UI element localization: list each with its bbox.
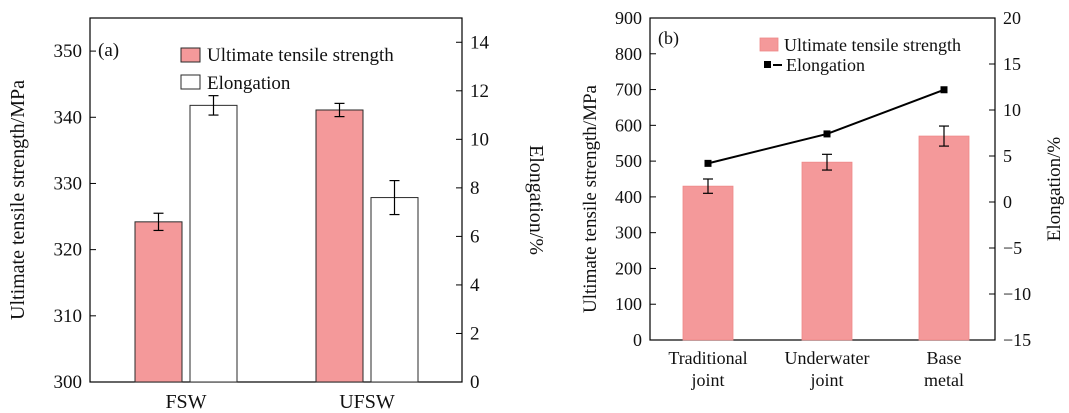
bar-ultimate-tensile-strength xyxy=(315,109,364,383)
right-tick-label: 0 xyxy=(470,372,480,393)
chart-panel-a: 300 310 320 330 340 350 0 2 4 6 8 10 12 14 FSW UFSW (a) U… xyxy=(7,17,547,413)
legend-swatch-elongation-marker xyxy=(764,61,771,68)
left-tick-label: 800 xyxy=(615,44,642,64)
right-tick-label: −15 xyxy=(1003,330,1031,350)
bar-ultimate-tensile-strength xyxy=(134,221,183,383)
bar-ultimate-tensile-strength xyxy=(801,161,853,341)
left-tick-label: 310 xyxy=(54,306,83,327)
x-tick-label-line1: Traditional xyxy=(668,348,747,368)
bar-elongation xyxy=(370,197,419,383)
left-tick-label: 330 xyxy=(54,173,83,194)
x-tick-label: FSW xyxy=(165,391,206,413)
right-tick-label: 6 xyxy=(470,226,480,247)
series-line-elongation xyxy=(707,88,945,165)
right-tick-label: 5 xyxy=(1003,146,1012,166)
panel-label: (b) xyxy=(658,28,679,49)
left-tick-label: 600 xyxy=(615,115,642,135)
left-tick-label: 340 xyxy=(54,107,83,128)
x-tick-label-line2: joint xyxy=(690,370,724,390)
legend-label-uts: Ultimate tensile strength xyxy=(784,35,961,55)
left-tick-label: 300 xyxy=(54,372,83,393)
plot-frame xyxy=(89,17,463,383)
left-tick-label: 300 xyxy=(615,223,642,243)
right-tick-label: 10 xyxy=(470,129,489,150)
right-tick-label: 14 xyxy=(470,32,490,53)
x-tick-label-line2: metal xyxy=(924,370,964,390)
right-tick-label: 4 xyxy=(470,275,480,296)
x-tick-label: UFSW xyxy=(339,391,395,413)
left-tick-label: 320 xyxy=(54,240,83,261)
bar-elongation xyxy=(189,104,238,383)
right-tick-label: −10 xyxy=(1003,284,1031,304)
chart-panel-b: 0 100 200 300 400 500 600 700 800 900 −15 −10 −5 0 5 10… xyxy=(580,8,1065,390)
left-tick-label: 400 xyxy=(615,187,642,207)
y-axis-title-right: Elongation/% xyxy=(525,145,547,255)
right-tick-label: 10 xyxy=(1003,100,1021,120)
x-tick-label-line2: joint xyxy=(809,370,843,390)
bar-ultimate-tensile-strength xyxy=(918,135,970,341)
left-tick-label: 900 xyxy=(615,8,642,28)
y-axis-title-right: Elongation/% xyxy=(1044,137,1065,242)
x-tick-label-line1: Underwater xyxy=(785,348,870,368)
left-tick-label: 100 xyxy=(615,294,642,314)
point-elongation xyxy=(704,159,712,167)
legend-label-elongation: Elongation xyxy=(786,55,865,75)
legend-label-elongation: Elongation xyxy=(207,73,291,94)
left-tick-label: 500 xyxy=(615,151,642,171)
right-tick-label: 8 xyxy=(470,178,480,199)
legend-swatch-uts xyxy=(759,37,779,52)
y-axis-title-left: Ultimate tensile strength/MPa xyxy=(580,84,601,313)
right-tick-label: 0 xyxy=(1003,192,1012,212)
point-elongation xyxy=(823,130,831,138)
legend-swatch-elongation xyxy=(180,74,201,90)
y-axis-title-left: Ultimate tensile strength/MPa xyxy=(7,80,29,320)
right-tick-label: 15 xyxy=(1003,54,1021,74)
x-tick-label-line1: Base xyxy=(927,348,962,368)
right-tick-label: 20 xyxy=(1003,8,1021,28)
panel-label: (a) xyxy=(98,40,119,61)
right-tick-label: 2 xyxy=(470,323,480,344)
legend-label-uts: Ultimate tensile strength xyxy=(207,45,394,66)
right-tick-label: −5 xyxy=(1003,238,1022,258)
left-tick-label: 350 xyxy=(54,41,83,62)
right-tick-label: 12 xyxy=(470,81,489,102)
bar-ultimate-tensile-strength xyxy=(682,185,734,341)
left-tick-label: 200 xyxy=(615,258,642,278)
legend-swatch-uts xyxy=(180,47,201,63)
left-tick-label: 0 xyxy=(633,330,642,350)
point-elongation xyxy=(940,86,948,94)
left-tick-label: 700 xyxy=(615,80,642,100)
